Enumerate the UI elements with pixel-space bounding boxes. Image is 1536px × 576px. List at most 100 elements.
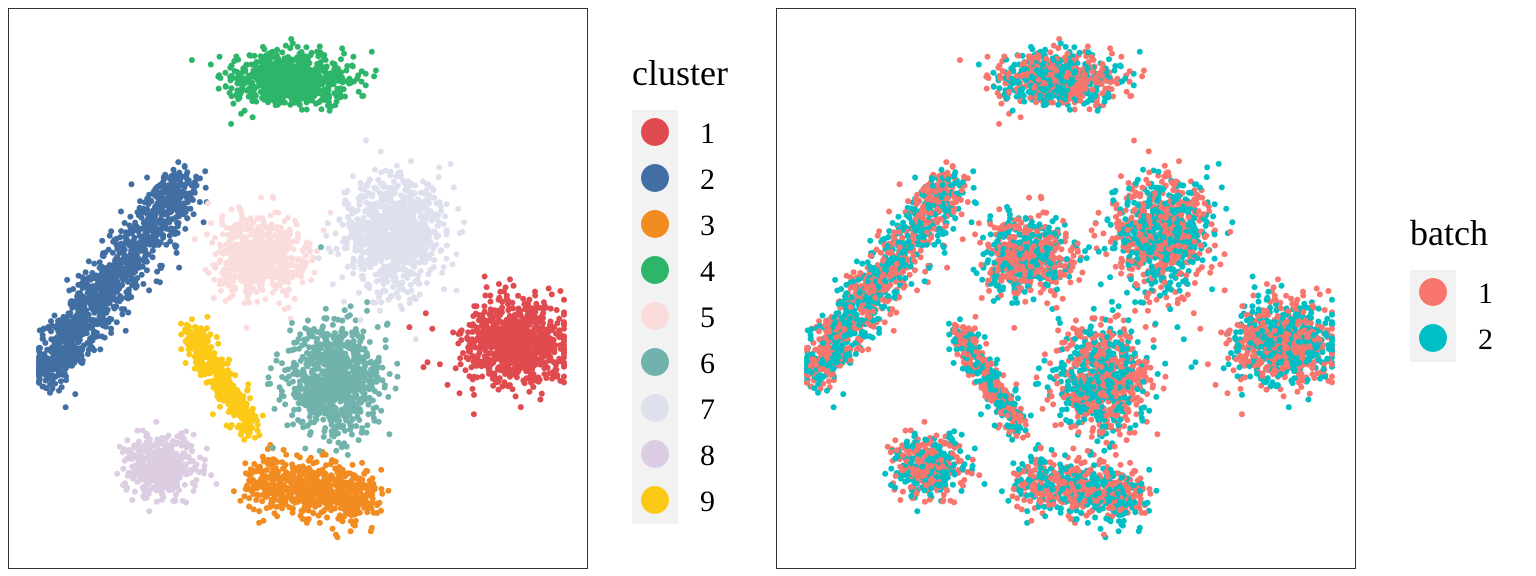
point-cluster-3 [301, 504, 308, 511]
point-cluster-4 [251, 52, 258, 59]
point-cluster-4 [259, 94, 266, 101]
point-cluster-1 [488, 313, 495, 319]
point-cluster-1 [487, 298, 494, 305]
point-cluster-4 [280, 94, 287, 101]
point-cluster-2 [170, 194, 177, 201]
point-cluster-2 [144, 174, 151, 181]
point-cluster-4 [207, 61, 214, 68]
point-cluster-6 [364, 370, 371, 377]
point-cluster-5 [228, 206, 235, 213]
point-cluster-2 [163, 225, 170, 232]
point-cluster-2 [136, 232, 143, 239]
point-cluster-5 [234, 230, 241, 237]
point-cluster-4 [334, 85, 341, 92]
point-cluster-2 [56, 387, 62, 394]
point-cluster-1 [497, 288, 504, 295]
point-cluster-1 [474, 337, 481, 344]
point-cluster-6 [334, 372, 341, 379]
point-cluster-2 [96, 278, 103, 285]
point-cluster-2 [99, 252, 106, 259]
point-cluster-4 [245, 93, 252, 100]
point-cluster-5 [219, 231, 226, 238]
point-cluster-1 [481, 308, 488, 315]
point-cluster-4 [331, 66, 338, 73]
point-cluster-5 [232, 226, 239, 233]
point-cluster-6 [312, 403, 319, 410]
point-cluster-2 [152, 185, 159, 192]
point-cluster-4 [231, 68, 238, 74]
point-cluster-5 [210, 261, 217, 268]
point-cluster-2 [108, 330, 115, 336]
point-cluster-6 [333, 447, 340, 454]
point-cluster-1 [542, 362, 548, 369]
point-cluster-2 [98, 314, 105, 320]
point-cluster-3 [368, 488, 375, 494]
point-cluster-1 [557, 377, 564, 384]
point-cluster-1 [530, 355, 537, 362]
point-cluster-6 [295, 417, 302, 423]
point-cluster-2 [148, 234, 154, 241]
point-cluster-2 [130, 269, 137, 276]
point-cluster-1 [424, 359, 431, 366]
point-cluster-3 [260, 483, 267, 490]
point-cluster-5 [253, 235, 260, 242]
point-cluster-6 [325, 353, 332, 360]
point-cluster-6 [382, 337, 389, 344]
point-cluster-2 [88, 336, 95, 343]
point-cluster-6 [361, 390, 368, 397]
point-cluster-1 [478, 358, 485, 365]
point-cluster-2 [82, 269, 89, 276]
point-cluster-3 [335, 469, 342, 476]
point-cluster-4 [326, 99, 332, 106]
point-cluster-6 [394, 360, 401, 367]
point-cluster-3 [300, 480, 307, 487]
point-cluster-4 [368, 48, 375, 55]
point-cluster-5 [306, 248, 313, 255]
point-cluster-4 [279, 64, 286, 71]
point-cluster-4 [253, 98, 260, 105]
point-cluster-6 [357, 399, 364, 406]
point-cluster-1 [471, 391, 477, 398]
point-cluster-2 [114, 266, 120, 272]
point-cluster-4 [228, 120, 235, 127]
point-cluster-6 [305, 326, 312, 333]
point-cluster-4 [294, 96, 300, 103]
point-cluster-2 [64, 319, 71, 326]
point-cluster-3 [299, 495, 305, 502]
point-cluster-6 [312, 384, 319, 391]
point-cluster-5 [280, 240, 287, 247]
point-cluster-1 [505, 307, 512, 314]
point-cluster-4 [342, 93, 348, 100]
point-cluster-5 [226, 238, 233, 245]
point-cluster-2 [79, 331, 86, 338]
point-cluster-2 [102, 317, 109, 324]
point-cluster-3 [282, 501, 289, 508]
point-cluster-2 [183, 194, 190, 201]
point-cluster-4 [269, 92, 275, 99]
point-cluster-1 [460, 350, 466, 356]
point-cluster-3 [368, 505, 375, 512]
point-cluster-1 [464, 334, 471, 341]
point-cluster-6 [290, 421, 297, 428]
point-cluster-2 [47, 381, 54, 388]
point-cluster-5 [262, 243, 269, 250]
point-cluster-2 [75, 290, 82, 297]
point-cluster-2 [67, 301, 74, 307]
point-cluster-2 [187, 205, 194, 212]
point-cluster-5 [238, 234, 245, 241]
point-cluster-2 [155, 241, 162, 248]
point-cluster-3 [259, 469, 266, 476]
point-cluster-1 [538, 390, 545, 397]
point-cluster-1 [497, 318, 504, 325]
point-cluster-3 [321, 474, 328, 481]
point-cluster-2 [118, 228, 125, 235]
point-cluster-4 [227, 64, 234, 71]
point-cluster-6 [325, 332, 332, 338]
point-cluster-1 [507, 276, 513, 283]
point-cluster-2 [36, 354, 42, 361]
point-cluster-2 [161, 182, 168, 189]
point-cluster-2 [138, 271, 145, 278]
point-cluster-6 [328, 398, 334, 405]
point-cluster-5 [227, 256, 234, 263]
point-cluster-2 [113, 319, 120, 326]
